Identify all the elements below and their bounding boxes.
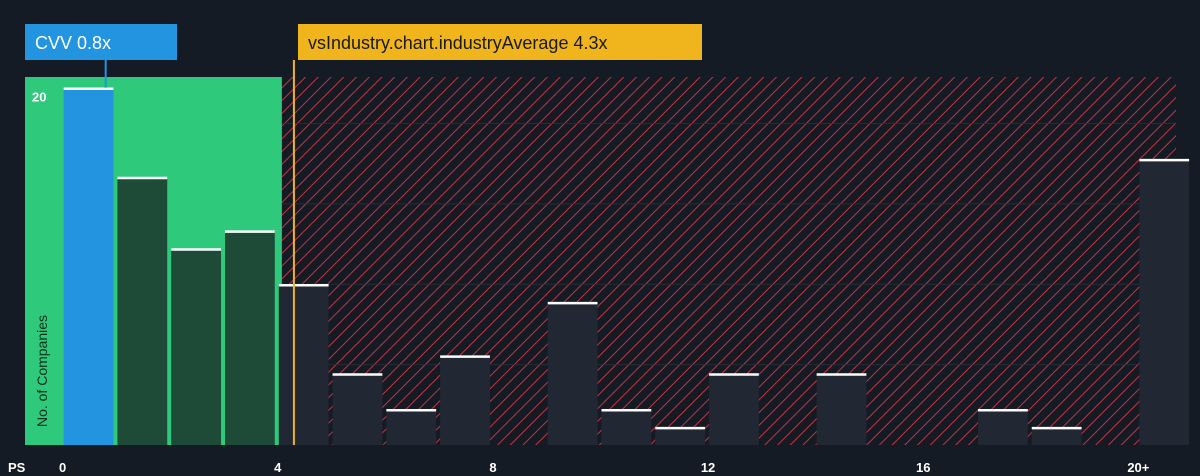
histogram-bar <box>117 177 168 446</box>
histogram-bar <box>278 284 329 445</box>
y-tick-label: 20 <box>32 90 46 105</box>
y-axis-label: No. of Companies <box>34 315 50 427</box>
company-callout-label: CVV 0.8x <box>35 33 111 53</box>
histogram-bar <box>977 409 1028 445</box>
industry-average-callout <box>298 24 702 60</box>
histogram-bar <box>601 409 652 445</box>
histogram-bar <box>332 373 383 445</box>
x-tick-label: 12 <box>701 460 715 475</box>
x-tick-label: 20+ <box>1127 460 1149 475</box>
histogram-bar <box>1139 159 1190 446</box>
x-tick-label: 4 <box>274 460 282 475</box>
x-tick-label: 16 <box>916 460 930 475</box>
histogram-bar <box>655 427 706 445</box>
histogram-bar <box>547 302 598 445</box>
x-tick-label: 8 <box>489 460 496 475</box>
histogram-bar <box>63 87 114 445</box>
industry-average-callout-label: vsIndustry.chart.industryAverage 4.3x <box>308 33 607 53</box>
histogram-bar <box>440 355 490 445</box>
histogram-bar <box>171 248 222 445</box>
histogram-bar <box>386 409 437 445</box>
histogram-bar <box>816 373 867 445</box>
x-tick-label: 0 <box>59 460 66 475</box>
x-axis-label: PS <box>8 460 26 475</box>
histogram-bar <box>709 373 759 445</box>
histogram-bar <box>225 230 275 445</box>
histogram-bar <box>1031 427 1082 445</box>
company-callout <box>25 24 177 60</box>
